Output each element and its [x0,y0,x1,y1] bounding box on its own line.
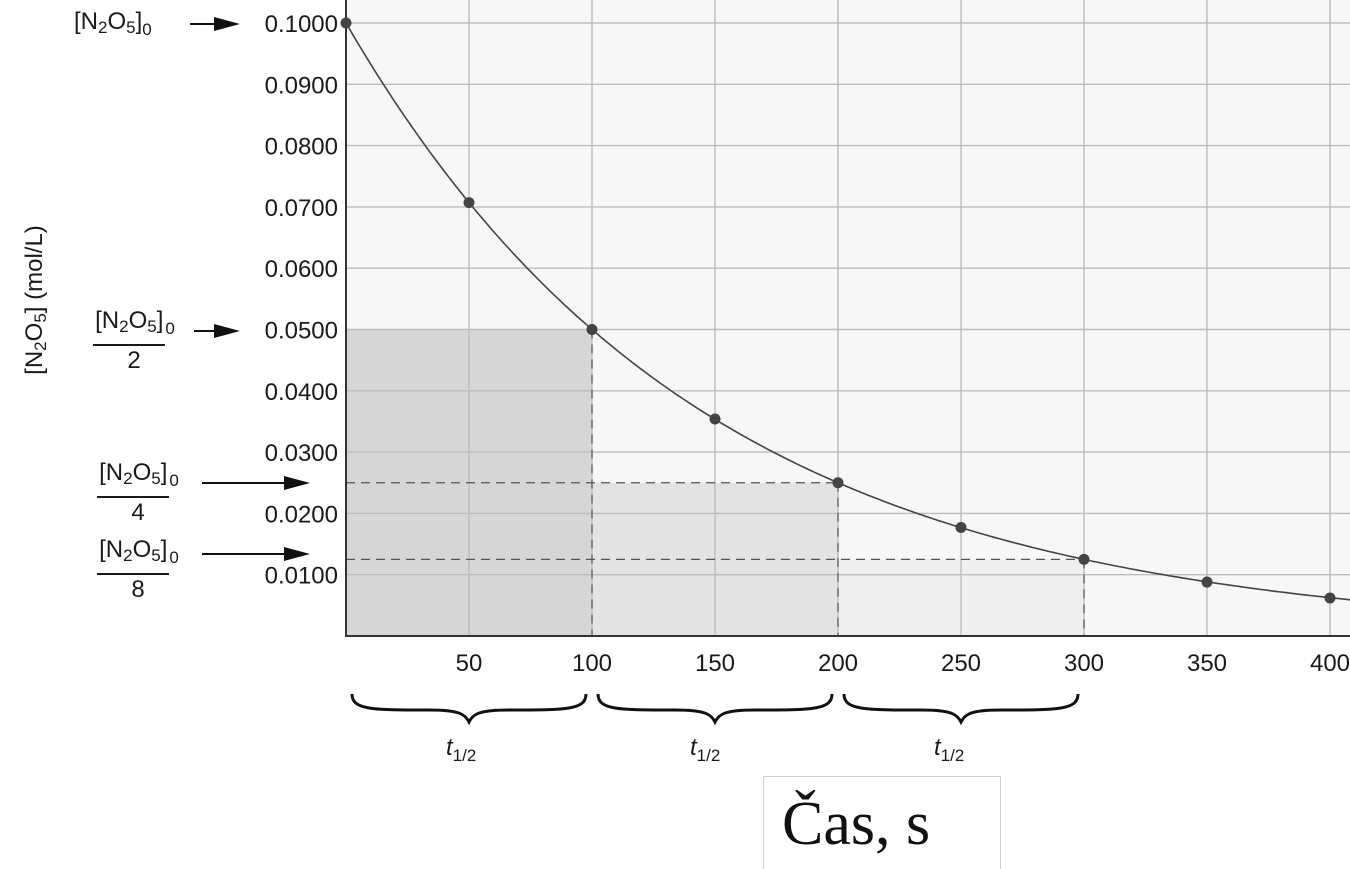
y-tick-label-0.0600: 0.0600 [265,256,338,283]
arrow-eighth-head [284,547,310,561]
annotation-quarter: [N2O5] 0 4 [80,458,196,528]
half-life-dashed-lines [346,329,1085,636]
x-tick-label-300: 300 [1064,650,1104,677]
x-axis-label-box: Čas, s [763,776,1001,869]
data-point-150 [709,413,721,425]
y-tick-label-0.0900: 0.0900 [265,72,338,99]
data-point-300 [1078,553,1090,565]
y-tick-label-0.1000: 0.1000 [265,11,338,38]
axes [345,0,1350,637]
data-point-50 [463,197,475,209]
tick-labels: 50 100 150 200 250 300 350 400 0.0100 0.0200 0.030… [265,11,1350,677]
annotation-initial: [N2O5]0 [74,8,152,39]
y-tick-label-0.0100: 0.0100 [265,563,338,590]
arrow-half-head [214,324,240,338]
x-tick-label-200: 200 [818,650,858,677]
data-point-400 [1324,592,1336,604]
x-tick-label-250: 250 [941,650,981,677]
annotation-arrows [190,17,310,561]
y-axis-label: [N2O5] (mol/L) [21,225,50,375]
x-tick-label-50: 50 [456,650,483,677]
decay-curve [345,22,1350,601]
x-tick-label-100: 100 [572,650,612,677]
annotation-quarter-denominator: 4 [131,499,145,526]
data-point-250 [955,521,967,533]
half-life-label-2: t1/2 [690,734,721,765]
data-point-350 [1201,576,1213,588]
half-life-braces [350,693,1080,726]
x-axis-label: Čas, s [782,790,931,858]
annotation-eighth-denominator: 8 [131,576,145,603]
x-tick-label-350: 350 [1187,650,1227,677]
arrow-initial-head [214,17,240,31]
y-tick-label-0.0300: 0.0300 [265,440,338,467]
data-points [340,17,1336,604]
y-tick-label-0.0400: 0.0400 [265,379,338,406]
data-point-100 [586,324,598,335]
half-life-label-1: t1/2 [446,734,477,765]
arrow-quarter-head [284,476,310,490]
y-tick-label-0.0500: 0.0500 [265,318,338,345]
annotation-half: [N2O5] 0 2 [76,306,192,376]
x-tick-label-150: 150 [695,650,735,677]
annotation-eighth: [N2O5] 0 8 [80,535,196,605]
x-tick-label-400: 400 [1310,650,1350,677]
half-life-label-3: t1/2 [934,734,965,765]
data-point-200 [832,477,844,489]
data-point-0 [340,17,352,29]
y-tick-label-0.0800: 0.0800 [265,134,338,161]
annotation-half-denominator: 2 [127,347,141,374]
y-tick-label-0.0700: 0.0700 [265,195,338,222]
half-life-brace-1 [350,693,588,726]
y-tick-label-0.0200: 0.0200 [265,501,338,528]
half-life-brace-3 [842,693,1080,726]
half-life-brace-2 [596,693,834,726]
